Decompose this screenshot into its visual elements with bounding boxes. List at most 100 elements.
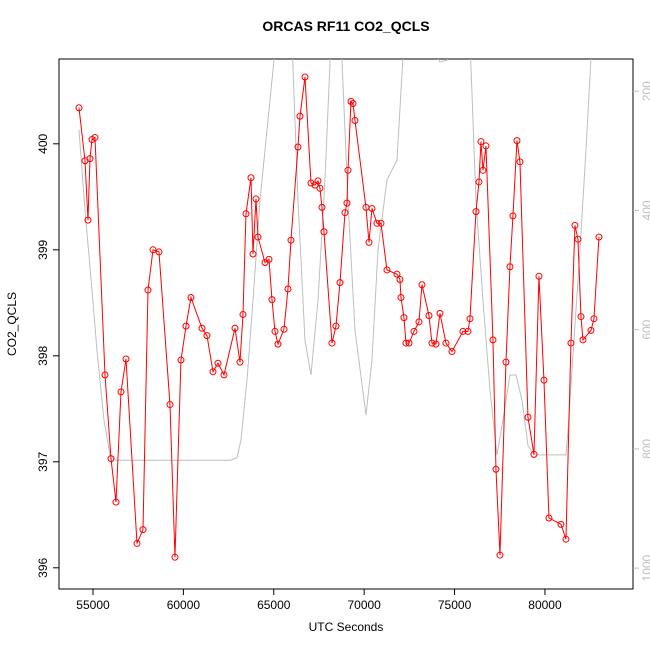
data-point xyxy=(139,526,147,534)
data-point xyxy=(516,158,524,166)
data-point xyxy=(466,315,474,323)
data-point xyxy=(328,339,336,347)
data-point xyxy=(579,336,587,344)
y2-tick-label: 1000 xyxy=(640,554,650,581)
y2-tick-label: 200 xyxy=(640,81,650,101)
data-point xyxy=(252,195,260,203)
data-point xyxy=(479,166,487,174)
y-tick-label: 397 xyxy=(36,451,50,471)
data-point xyxy=(428,339,436,347)
data-point xyxy=(249,250,257,258)
data-point xyxy=(220,371,228,379)
data-point xyxy=(477,138,485,146)
data-point xyxy=(336,279,344,287)
plot-frame xyxy=(58,58,634,590)
data-point xyxy=(301,73,309,81)
y-tick-label: 400 xyxy=(36,133,50,153)
data-point xyxy=(442,339,450,347)
x-tick-label: 60000 xyxy=(167,598,201,612)
data-point xyxy=(418,281,426,289)
data-point xyxy=(347,97,355,105)
data-point xyxy=(320,228,328,236)
data-point xyxy=(198,324,206,332)
data-point xyxy=(144,286,152,294)
data-point xyxy=(344,166,352,174)
data-point xyxy=(209,368,217,376)
data-point xyxy=(506,263,514,271)
data-point xyxy=(75,104,83,112)
data-point xyxy=(294,143,302,151)
series-group xyxy=(75,73,603,561)
data-point xyxy=(214,359,222,367)
data-point xyxy=(502,358,510,366)
y-tick-label: 398 xyxy=(36,345,50,365)
data-point xyxy=(368,204,376,212)
data-point xyxy=(122,355,130,363)
data-point xyxy=(400,314,408,322)
data-point xyxy=(402,339,410,347)
data-point xyxy=(530,450,538,458)
data-point xyxy=(149,246,157,254)
x-tick-label: 70000 xyxy=(347,598,381,612)
data-point xyxy=(567,339,575,347)
data-point xyxy=(557,520,565,528)
data-point xyxy=(316,184,324,192)
data-point xyxy=(254,233,262,241)
data-point xyxy=(459,327,467,335)
data-point xyxy=(166,401,174,409)
data-point xyxy=(268,296,276,304)
data-point xyxy=(274,340,282,348)
data-point xyxy=(383,266,391,274)
data-point xyxy=(482,142,490,150)
data-point xyxy=(373,219,381,227)
data-point xyxy=(203,332,211,340)
data-point xyxy=(590,315,598,323)
data-point xyxy=(587,326,595,334)
data-point xyxy=(239,310,247,318)
chart-title: ORCAS RF11 CO2_QCLS xyxy=(262,18,429,34)
data-point xyxy=(472,208,480,216)
data-point xyxy=(155,248,163,256)
data-point xyxy=(540,376,548,384)
data-point xyxy=(410,327,418,335)
data-point xyxy=(231,324,239,332)
data-point xyxy=(318,203,326,211)
x-tick-label: 55000 xyxy=(76,598,110,612)
data-point xyxy=(571,221,579,229)
x-tick-label: 65000 xyxy=(257,598,291,612)
data-point xyxy=(574,235,582,243)
data-point xyxy=(177,356,185,364)
data-point xyxy=(332,322,340,330)
series-group xyxy=(78,59,592,461)
data-point xyxy=(577,313,585,321)
data-point xyxy=(545,514,553,522)
y-axis-label: CO2_QCLS xyxy=(5,292,19,356)
y-tick-label: 399 xyxy=(36,239,50,259)
y2-tick-label: 400 xyxy=(640,200,650,220)
data-point xyxy=(133,539,141,547)
data-point xyxy=(117,388,125,396)
data-point xyxy=(448,348,456,356)
data-point xyxy=(242,210,250,218)
data-point xyxy=(247,174,255,182)
data-point xyxy=(112,498,120,506)
data-point xyxy=(524,413,532,421)
data-point xyxy=(296,112,304,120)
data-point xyxy=(265,255,273,263)
data-point xyxy=(475,178,483,186)
y2-tick-label: 600 xyxy=(640,319,650,339)
y-tick-label: 396 xyxy=(36,557,50,577)
data-point xyxy=(464,327,472,335)
data-point xyxy=(425,312,433,320)
data-point xyxy=(343,199,351,207)
data-point xyxy=(236,358,244,366)
data-point xyxy=(101,371,109,379)
data-point xyxy=(351,116,359,124)
data-point xyxy=(436,309,444,317)
data-point xyxy=(280,325,288,333)
data-point xyxy=(509,212,517,220)
data-point xyxy=(84,216,92,224)
data-point xyxy=(287,236,295,244)
